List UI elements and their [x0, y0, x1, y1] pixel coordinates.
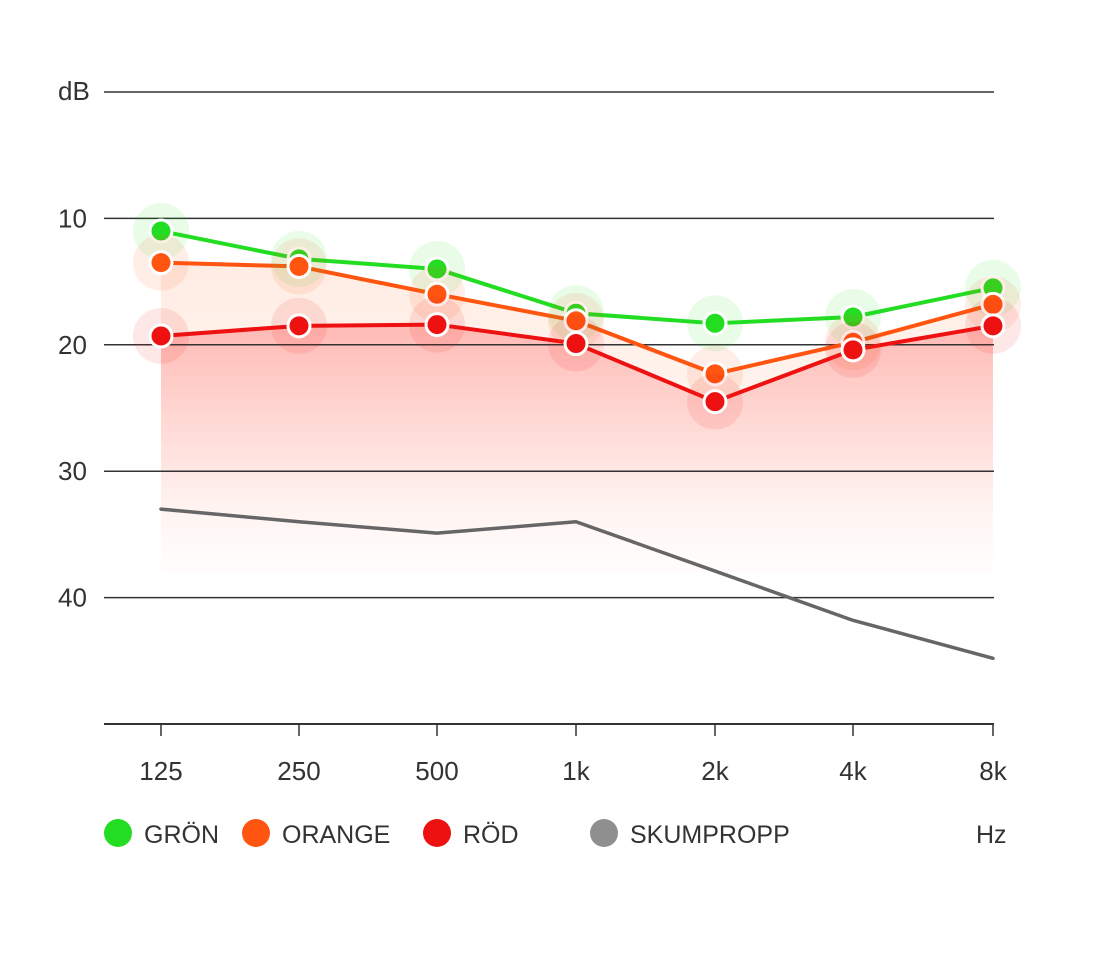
legend-label: GRÖN: [144, 821, 219, 849]
x-tick-labels: 125 250 500 1k 2k 4k 8k: [139, 756, 1007, 786]
point-orange-1k: [548, 292, 604, 349]
area-fill-red: [161, 324, 993, 573]
y-tick-label: 40: [58, 583, 87, 613]
point-orange-8k: [965, 276, 1021, 333]
point-orange-125: [133, 234, 189, 291]
y-tick-label: 20: [58, 330, 87, 360]
legend-swatch: [590, 819, 618, 847]
x-tick-label: 125: [139, 756, 182, 786]
x-tick-label: 2k: [701, 756, 729, 786]
x-tick-label: 1k: [562, 756, 590, 786]
point-orange-250: [271, 238, 327, 295]
point-röd-250: [271, 297, 327, 354]
legend-item-orange: ORANGE: [242, 819, 390, 849]
legend-label: RÖD: [463, 821, 519, 849]
legend-label: SKUMPROPP: [630, 821, 790, 849]
point-grön-125: [133, 203, 189, 260]
point-röd-2k: [687, 373, 743, 430]
y-tick-labels: 10 20 30 40: [58, 203, 87, 612]
legend-item-röd: RÖD: [423, 819, 519, 849]
y-axis-label: dB: [58, 76, 90, 106]
series-points: [133, 203, 1021, 430]
point-orange-500: [409, 266, 465, 323]
point-röd-8k: [965, 297, 1021, 354]
threshold-fills: [161, 262, 993, 573]
gridlines: [104, 91, 994, 725]
point-röd-4k: [825, 321, 881, 378]
x-tick-label: 500: [415, 756, 458, 786]
x-tick-label: 4k: [839, 756, 867, 786]
point-grön-2k: [687, 295, 743, 352]
x-tick-label: 8k: [979, 756, 1007, 786]
legend-label: ORANGE: [282, 821, 390, 849]
legend: GRÖN ORANGE RÖD SKUMPROPP: [104, 819, 790, 849]
point-röd-500: [409, 296, 465, 353]
legend-swatch: [104, 819, 132, 847]
point-grön-500: [409, 240, 465, 297]
point-grön-8k: [965, 259, 1021, 316]
x-axis-unit: Hz: [976, 821, 1007, 849]
legend-item-skumpropp: SKUMPROPP: [590, 819, 790, 849]
x-tick-label: 250: [277, 756, 320, 786]
y-tick-label: 10: [58, 203, 87, 233]
point-grön-4k: [825, 288, 881, 345]
legend-swatch: [242, 819, 270, 847]
point-röd-1k: [548, 315, 604, 372]
x-axis-ticks: [160, 724, 994, 736]
line-skumpropp: [159, 507, 995, 661]
point-orange-2k: [687, 345, 743, 402]
legend-item-grön: GRÖN: [104, 819, 219, 849]
y-tick-label: 30: [58, 456, 87, 486]
point-röd-125: [133, 307, 189, 364]
legend-swatch: [423, 819, 451, 847]
